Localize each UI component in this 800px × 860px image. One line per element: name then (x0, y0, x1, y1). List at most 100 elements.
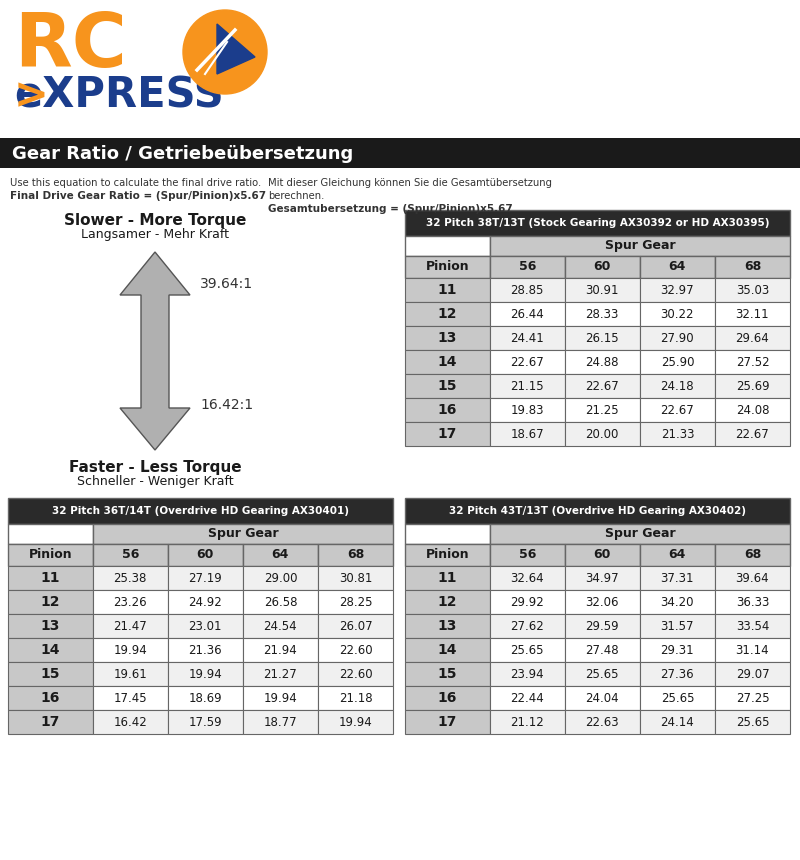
Bar (640, 422, 715, 446)
Bar (490, 278, 565, 302)
Bar (640, 638, 715, 662)
Bar (565, 278, 640, 302)
Text: 35.03: 35.03 (736, 284, 769, 297)
Text: 60: 60 (594, 261, 611, 273)
Text: 23.94: 23.94 (510, 667, 544, 680)
Text: 22.67: 22.67 (586, 379, 619, 392)
Bar (565, 710, 640, 734)
Bar (168, 614, 243, 638)
Text: Gear Ratio / Getriebeübersetzung: Gear Ratio / Getriebeübersetzung (12, 145, 354, 163)
Bar (318, 710, 393, 734)
Bar (93, 638, 168, 662)
Text: 21.27: 21.27 (263, 667, 298, 680)
Text: 16: 16 (41, 691, 60, 705)
Text: 14: 14 (41, 643, 60, 657)
Text: 26.44: 26.44 (510, 308, 544, 321)
Bar (715, 614, 790, 638)
Text: 34.97: 34.97 (586, 572, 619, 585)
Text: 14: 14 (438, 643, 457, 657)
Text: 19.94: 19.94 (263, 691, 298, 704)
Text: 14: 14 (438, 355, 457, 369)
Bar (565, 374, 640, 398)
Bar (715, 256, 790, 278)
Text: 31.57: 31.57 (661, 619, 694, 632)
Text: 25.65: 25.65 (736, 716, 770, 728)
Text: 16.42:1: 16.42:1 (200, 398, 253, 412)
Text: 32.06: 32.06 (586, 595, 619, 609)
Text: 30.91: 30.91 (586, 284, 619, 297)
Bar (168, 566, 243, 590)
Bar (405, 256, 490, 278)
Bar (405, 544, 490, 566)
Bar (565, 590, 640, 614)
Bar (8, 686, 93, 710)
Text: >: > (14, 75, 49, 117)
Text: 19.94: 19.94 (189, 667, 222, 680)
Bar (490, 236, 790, 256)
Bar (168, 686, 243, 710)
Bar (640, 374, 715, 398)
Text: 22.67: 22.67 (661, 403, 694, 416)
Bar (8, 544, 93, 566)
Text: 24.04: 24.04 (586, 691, 619, 704)
Text: 21.33: 21.33 (661, 427, 694, 440)
Bar (93, 524, 393, 544)
Bar (8, 524, 93, 544)
Bar (715, 544, 790, 566)
Bar (565, 326, 640, 350)
Bar (565, 544, 640, 566)
Circle shape (183, 10, 267, 94)
Text: 17: 17 (438, 427, 457, 441)
Bar (640, 350, 715, 374)
Bar (318, 590, 393, 614)
Text: 17: 17 (41, 715, 60, 729)
Text: 24.18: 24.18 (661, 379, 694, 392)
Bar (715, 590, 790, 614)
Bar (243, 566, 318, 590)
Bar (565, 256, 640, 278)
Text: 25.69: 25.69 (736, 379, 770, 392)
Bar (405, 614, 490, 638)
Text: 19.94: 19.94 (338, 716, 372, 728)
Bar (8, 638, 93, 662)
Text: 32.64: 32.64 (510, 572, 544, 585)
Bar (565, 398, 640, 422)
Text: 21.36: 21.36 (189, 643, 222, 656)
Text: 26.15: 26.15 (586, 331, 619, 345)
Bar (243, 686, 318, 710)
Text: 29.64: 29.64 (735, 331, 770, 345)
Text: 29.00: 29.00 (264, 572, 297, 585)
Bar (93, 662, 168, 686)
Text: 28.85: 28.85 (510, 284, 544, 297)
Text: 21.94: 21.94 (263, 643, 298, 656)
Text: 16.42: 16.42 (114, 716, 147, 728)
Text: 37.31: 37.31 (661, 572, 694, 585)
Text: 12: 12 (438, 595, 457, 609)
Bar (318, 662, 393, 686)
Bar (168, 544, 243, 566)
Text: eXPRESS: eXPRESS (14, 75, 224, 117)
Text: Final Drive Gear Ratio = (Spur/Pinion)x5.67: Final Drive Gear Ratio = (Spur/Pinion)x5… (10, 191, 266, 201)
Text: 27.25: 27.25 (736, 691, 770, 704)
Text: 60: 60 (594, 549, 611, 562)
Bar (490, 256, 565, 278)
Text: 60: 60 (197, 549, 214, 562)
Text: 21.12: 21.12 (510, 716, 544, 728)
Text: 64: 64 (669, 261, 686, 273)
Text: Mit dieser Gleichung können Sie die Gesamtübersetzung: Mit dieser Gleichung können Sie die Gesa… (268, 178, 552, 188)
Bar (8, 498, 393, 524)
Text: 29.92: 29.92 (510, 595, 544, 609)
Text: 11: 11 (438, 571, 457, 585)
Text: 13: 13 (438, 331, 457, 345)
Bar (715, 662, 790, 686)
Text: 31.14: 31.14 (736, 643, 770, 656)
Text: 29.59: 29.59 (586, 619, 619, 632)
Bar (490, 662, 565, 686)
Text: 24.41: 24.41 (510, 331, 544, 345)
Text: 32.97: 32.97 (661, 284, 694, 297)
Text: 17.59: 17.59 (189, 716, 222, 728)
Text: Pinion: Pinion (426, 549, 469, 562)
Bar (490, 614, 565, 638)
Text: Langsamer - Mehr Kraft: Langsamer - Mehr Kraft (81, 228, 229, 241)
Text: 27.48: 27.48 (586, 643, 619, 656)
